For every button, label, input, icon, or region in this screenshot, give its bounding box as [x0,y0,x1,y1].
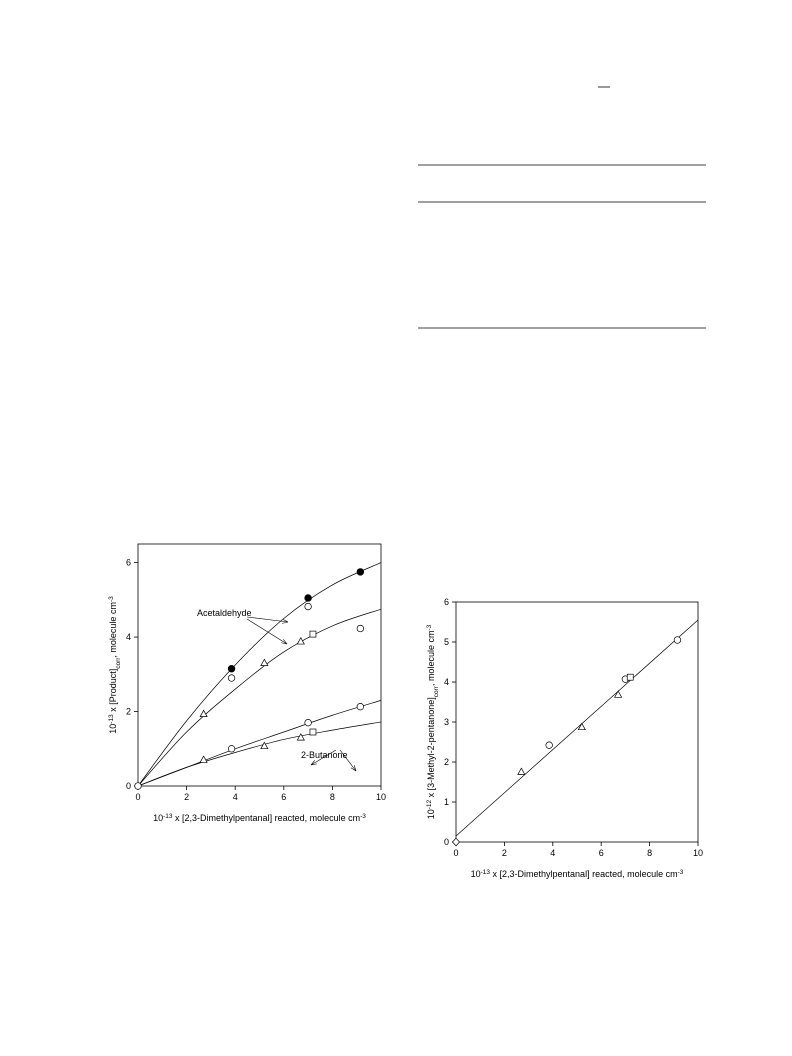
axis-label: 10-12 x [3-Methyl-2-pentanone]corr, mole… [426,624,440,819]
plot-frame [455,601,699,843]
marker [356,624,364,633]
marker [296,637,305,645]
marker [260,658,269,666]
arrow-head [282,619,289,624]
x-tick-label: 2 [184,792,189,802]
marker [304,602,312,611]
x-tick-label: 6 [281,792,286,802]
label-part: 10 [108,724,118,734]
label-part: 10 [471,869,481,879]
marker [304,719,312,727]
x-tick-label: 8 [647,848,652,858]
label-part: x [Product] [108,669,118,715]
y-tick-label: 2 [444,757,449,767]
marker [309,630,317,638]
label-part: -13 [481,869,491,876]
y-tick-label: 0 [126,781,131,791]
fit-curve [137,608,382,787]
x-tick-label: 4 [233,792,238,802]
y-tick-label: 5 [444,637,449,647]
marker [227,674,236,682]
label-part: x [3-Methyl-2-pentanone] [426,697,436,800]
x-tick-label: 10 [693,848,703,858]
marker [517,767,526,775]
marker [260,741,269,750]
y-tick-label: 1 [444,797,449,807]
marker [673,636,682,644]
annotation-arrow [339,749,357,772]
annotation-arrow [310,749,337,766]
fit-curve [455,619,699,837]
fit-curve [137,721,382,787]
marker [227,745,236,753]
label-part: corr [433,685,440,697]
x-tick-label: 10 [376,792,386,802]
marker [452,837,460,847]
label-part: -3 [108,596,115,602]
label-part: x [2,3-Dimethylpentanal] reacted, molecu… [490,869,678,879]
annotation-arrow [246,616,289,623]
y-tick-label: 4 [126,632,131,642]
x-tick-label: 4 [550,848,555,858]
label-part: -3 [426,624,433,630]
label-part: , molecule cm [426,631,436,687]
marker [545,741,553,749]
x-tick-label: 6 [599,848,604,858]
marker [296,733,305,741]
label-part: , molecule cm [108,602,118,658]
label-part: corr [115,657,122,669]
marker [626,673,634,681]
marker [577,722,586,731]
annotation: 2-Butanone [301,750,348,760]
y-tick-label: 6 [126,558,131,568]
x-tick-label: 0 [453,848,458,858]
x-tick-label: 2 [502,848,507,858]
marker [614,690,623,698]
arrow-head [281,639,288,645]
marker [304,594,312,602]
marker [227,665,236,673]
x-tick-label: 8 [330,792,335,802]
label-part: x [2,3-Dimethylpentanal] reacted, molecu… [173,813,361,823]
marker [199,709,208,717]
y-tick-label: 4 [444,677,449,687]
annotation: Acetaldehyde [197,608,252,618]
annotation-arrow [246,618,288,645]
arrow-head [350,765,357,772]
arrow-head [310,760,317,766]
y-tick-label: 0 [444,837,449,847]
fit-curve [137,700,382,787]
axis-label: 10-13 x [2,3-Dimethylpentanal] reacted, … [471,869,684,880]
label-part: -13 [108,714,115,724]
label-part: -3 [678,869,684,876]
marker [199,755,208,763]
label-part: -12 [426,799,433,809]
marker [309,728,317,736]
axis-label: 10-13 x [Product]corr, molecule cm-3 [108,596,122,734]
marker [356,703,364,711]
plot-frame [137,543,382,787]
y-tick-label: 3 [444,717,449,727]
fit-curve [137,562,382,787]
y-tick-label: 2 [126,707,131,717]
marker [134,782,142,790]
marker [356,568,365,576]
label-part: -13 [163,813,173,820]
label-part: -3 [360,813,366,820]
axis-label: 10-13 x [2,3-Dimethylpentanal] reacted, … [153,813,366,824]
y-tick-label: 6 [444,597,449,607]
label-part: 10 [426,809,436,819]
label-part: 10 [153,813,163,823]
x-tick-label: 0 [135,792,140,802]
